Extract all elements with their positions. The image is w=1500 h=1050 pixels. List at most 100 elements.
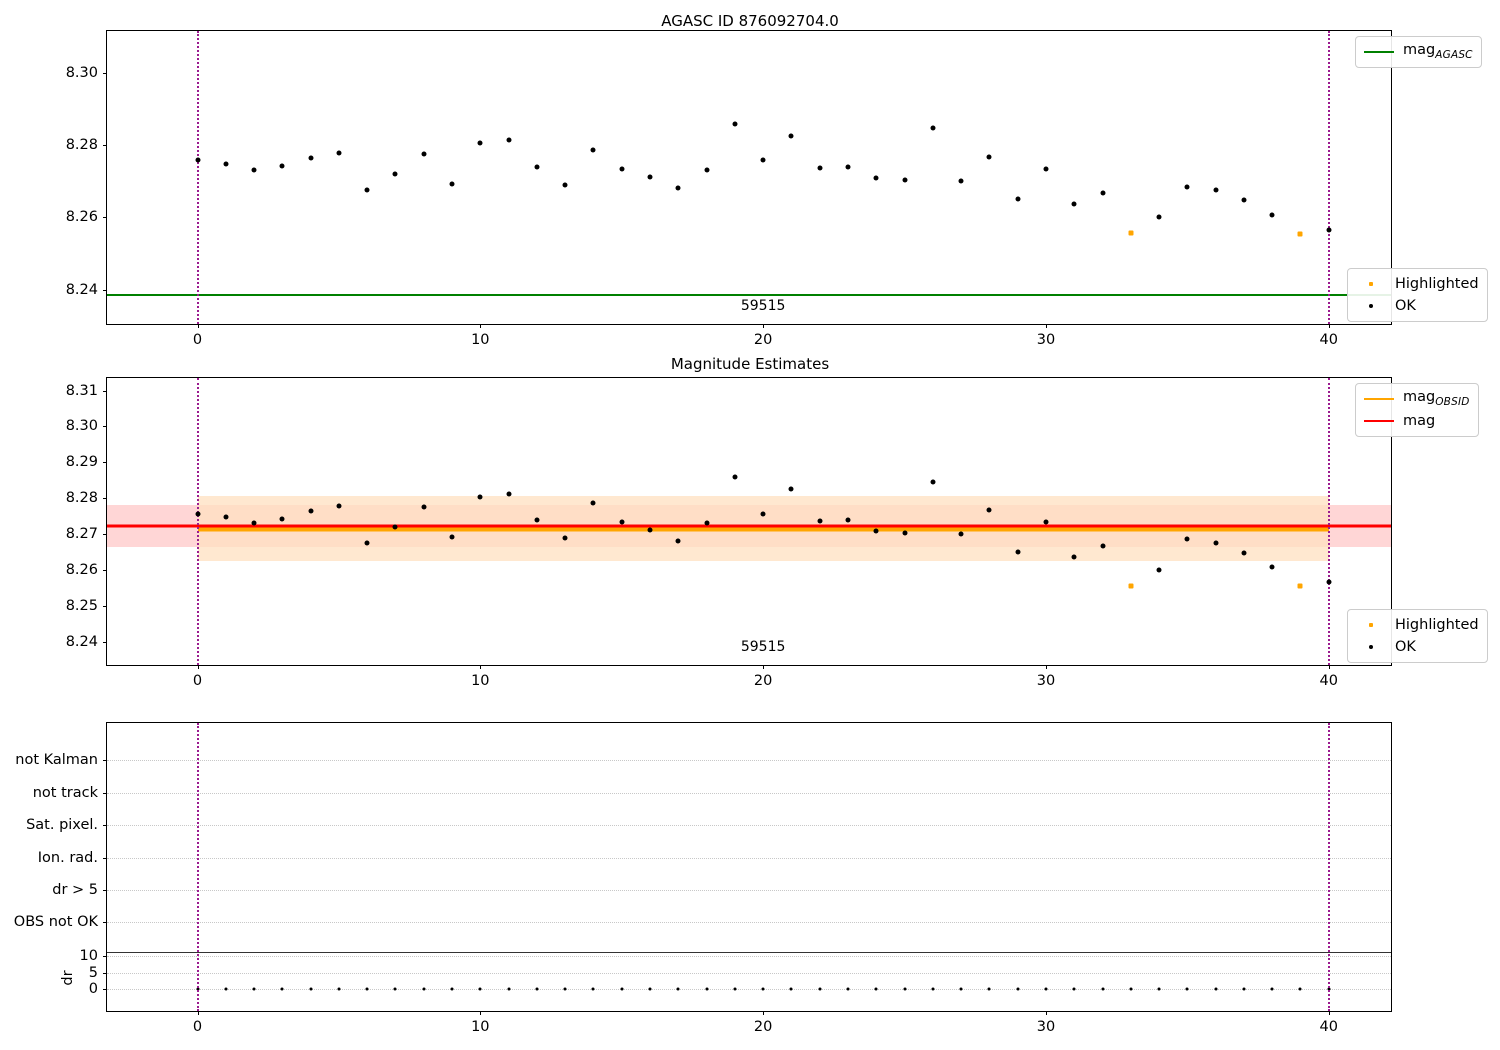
legend-point-status-panel1[interactable]: Highlighted OK <box>1347 268 1488 322</box>
data-point-ok <box>223 161 229 167</box>
mag-obsid-line <box>197 526 1329 532</box>
obsid-boundary-line <box>196 723 199 1011</box>
flag-tick-mark <box>103 857 107 859</box>
dr-data-point <box>1044 987 1048 991</box>
flag-label-0: not Kalman <box>15 752 98 769</box>
y-tick-label: 8.25 <box>65 597 98 614</box>
data-point-ok <box>1241 550 1247 556</box>
y-tick-label: 8.30 <box>65 418 98 435</box>
data-point-ok <box>986 154 992 160</box>
x-tick-mark <box>1045 665 1047 669</box>
y-tick-label: 8.26 <box>65 209 98 226</box>
flag-gridline <box>107 890 1391 892</box>
dr-tick-mark <box>103 956 107 958</box>
legend-mag-lines[interactable]: magOBSID mag <box>1355 383 1479 437</box>
legend-status-p1-entry[interactable]: Highlighted <box>1356 274 1479 294</box>
dr-tick-label: 10 <box>79 948 98 965</box>
flag-label-3: Ion. rad. <box>37 849 98 866</box>
data-point-ok <box>986 507 992 513</box>
data-point-ok <box>449 181 455 187</box>
legend-point-status-panel2[interactable]: Highlighted OK <box>1347 609 1488 663</box>
data-point-ok <box>590 147 596 153</box>
legend-mag-lines-entry[interactable]: mag <box>1364 411 1470 431</box>
x-tick-mark <box>1045 324 1047 328</box>
x-tick-mark <box>1328 1011 1330 1015</box>
data-point-ok <box>279 163 285 169</box>
mag-line <box>107 524 1391 528</box>
x-tick-label: 10 <box>471 1019 490 1035</box>
legend-status-p1-entry[interactable]: OK <box>1356 296 1479 316</box>
flag-dr-separator <box>107 951 1391 953</box>
magnitude-estimates-axes[interactable]: 59515 0 10 20 30 40 8.24 8.25 8.26 8.27 8.28 8.29 8… <box>66 377 1392 689</box>
data-point-ok <box>251 520 257 526</box>
flag-label-1: not track <box>32 784 98 801</box>
dr-data-point <box>1298 987 1302 991</box>
x-tick-mark <box>763 324 765 328</box>
x-tick-mark <box>480 324 482 328</box>
dr-data-point <box>789 987 793 991</box>
dr-data-point <box>591 987 595 991</box>
dr-data-point <box>1016 987 1020 991</box>
y-tick-mark <box>103 462 107 464</box>
data-point-ok <box>817 165 823 171</box>
legend-status-p2-entry[interactable]: Highlighted <box>1356 615 1479 635</box>
data-point-ok <box>873 175 879 181</box>
dr-data-point <box>365 987 369 991</box>
obsid-annotation: 59515 <box>740 639 786 655</box>
x-tick-mark <box>197 665 199 669</box>
mag-agasc-line <box>107 294 1391 297</box>
flags-dr-plot-area <box>107 723 1391 1011</box>
agasc-magnitude-axes[interactable]: 59515 0 10 20 30 40 8.24 8.26 8.28 8.30 <box>66 30 1392 348</box>
dr-tick-label: 0 <box>88 981 98 998</box>
data-point-ok <box>817 518 823 524</box>
dr-data-point <box>1157 987 1161 991</box>
dr-tick-mark <box>103 972 107 974</box>
data-point-ok <box>647 527 653 533</box>
dr-data-point <box>309 987 313 991</box>
obsid-annotation: 59515 <box>740 298 786 314</box>
legend-status-p2-entry[interactable]: OK <box>1356 637 1479 657</box>
data-point-ok <box>647 174 653 180</box>
y-tick-mark <box>103 217 107 219</box>
data-point-ok <box>308 508 314 514</box>
flag-gridline <box>107 922 1391 924</box>
agasc-plot-area: 59515 <box>107 31 1391 324</box>
legend-mag-lines-entry[interactable]: magOBSID <box>1364 389 1470 409</box>
x-tick-label: 20 <box>753 673 773 689</box>
legend-mag-agasc-entry[interactable]: magAGASC <box>1364 42 1473 62</box>
flag-gridline <box>107 792 1391 794</box>
data-point-ok <box>1015 549 1021 555</box>
data-point-ok <box>704 167 710 173</box>
data-point-ok <box>1269 564 1275 570</box>
legend-dot <box>1369 282 1373 286</box>
legend-mag-agasc[interactable]: magAGASC <box>1355 36 1482 68</box>
data-point-ok <box>1156 567 1162 573</box>
dr-data-point <box>987 987 991 991</box>
x-tick-mark <box>480 665 482 669</box>
flag-gridline <box>107 760 1391 762</box>
legend-label: OK <box>1395 638 1416 655</box>
y-tick-mark <box>103 641 107 643</box>
data-point-ok <box>1156 214 1162 220</box>
dr-data-point <box>252 987 256 991</box>
dr-data-point <box>705 987 709 991</box>
dr-gridline <box>107 989 1391 991</box>
data-point-ok <box>675 538 681 544</box>
data-point-ok <box>902 530 908 536</box>
data-point-ok <box>506 137 512 143</box>
data-point-highlighted <box>1297 583 1303 589</box>
obsid-boundary-line <box>1327 378 1330 665</box>
x-tick-mark <box>1328 324 1330 328</box>
x-tick-label: 0 <box>192 673 203 689</box>
dr-data-point <box>1214 987 1218 991</box>
data-point-ok <box>675 185 681 191</box>
data-point-ok <box>223 514 229 520</box>
flags-dr-axes[interactable]: 0 10 20 30 40 not Kalman not track Sat. pixel. I… <box>14 722 1392 1035</box>
data-point-ok <box>902 177 908 183</box>
legend-line-swatch <box>1364 398 1394 400</box>
data-point-ok <box>704 520 710 526</box>
y-tick-mark <box>103 534 107 536</box>
dr-data-point <box>874 987 878 991</box>
y-tick-label: 8.30 <box>65 64 98 81</box>
